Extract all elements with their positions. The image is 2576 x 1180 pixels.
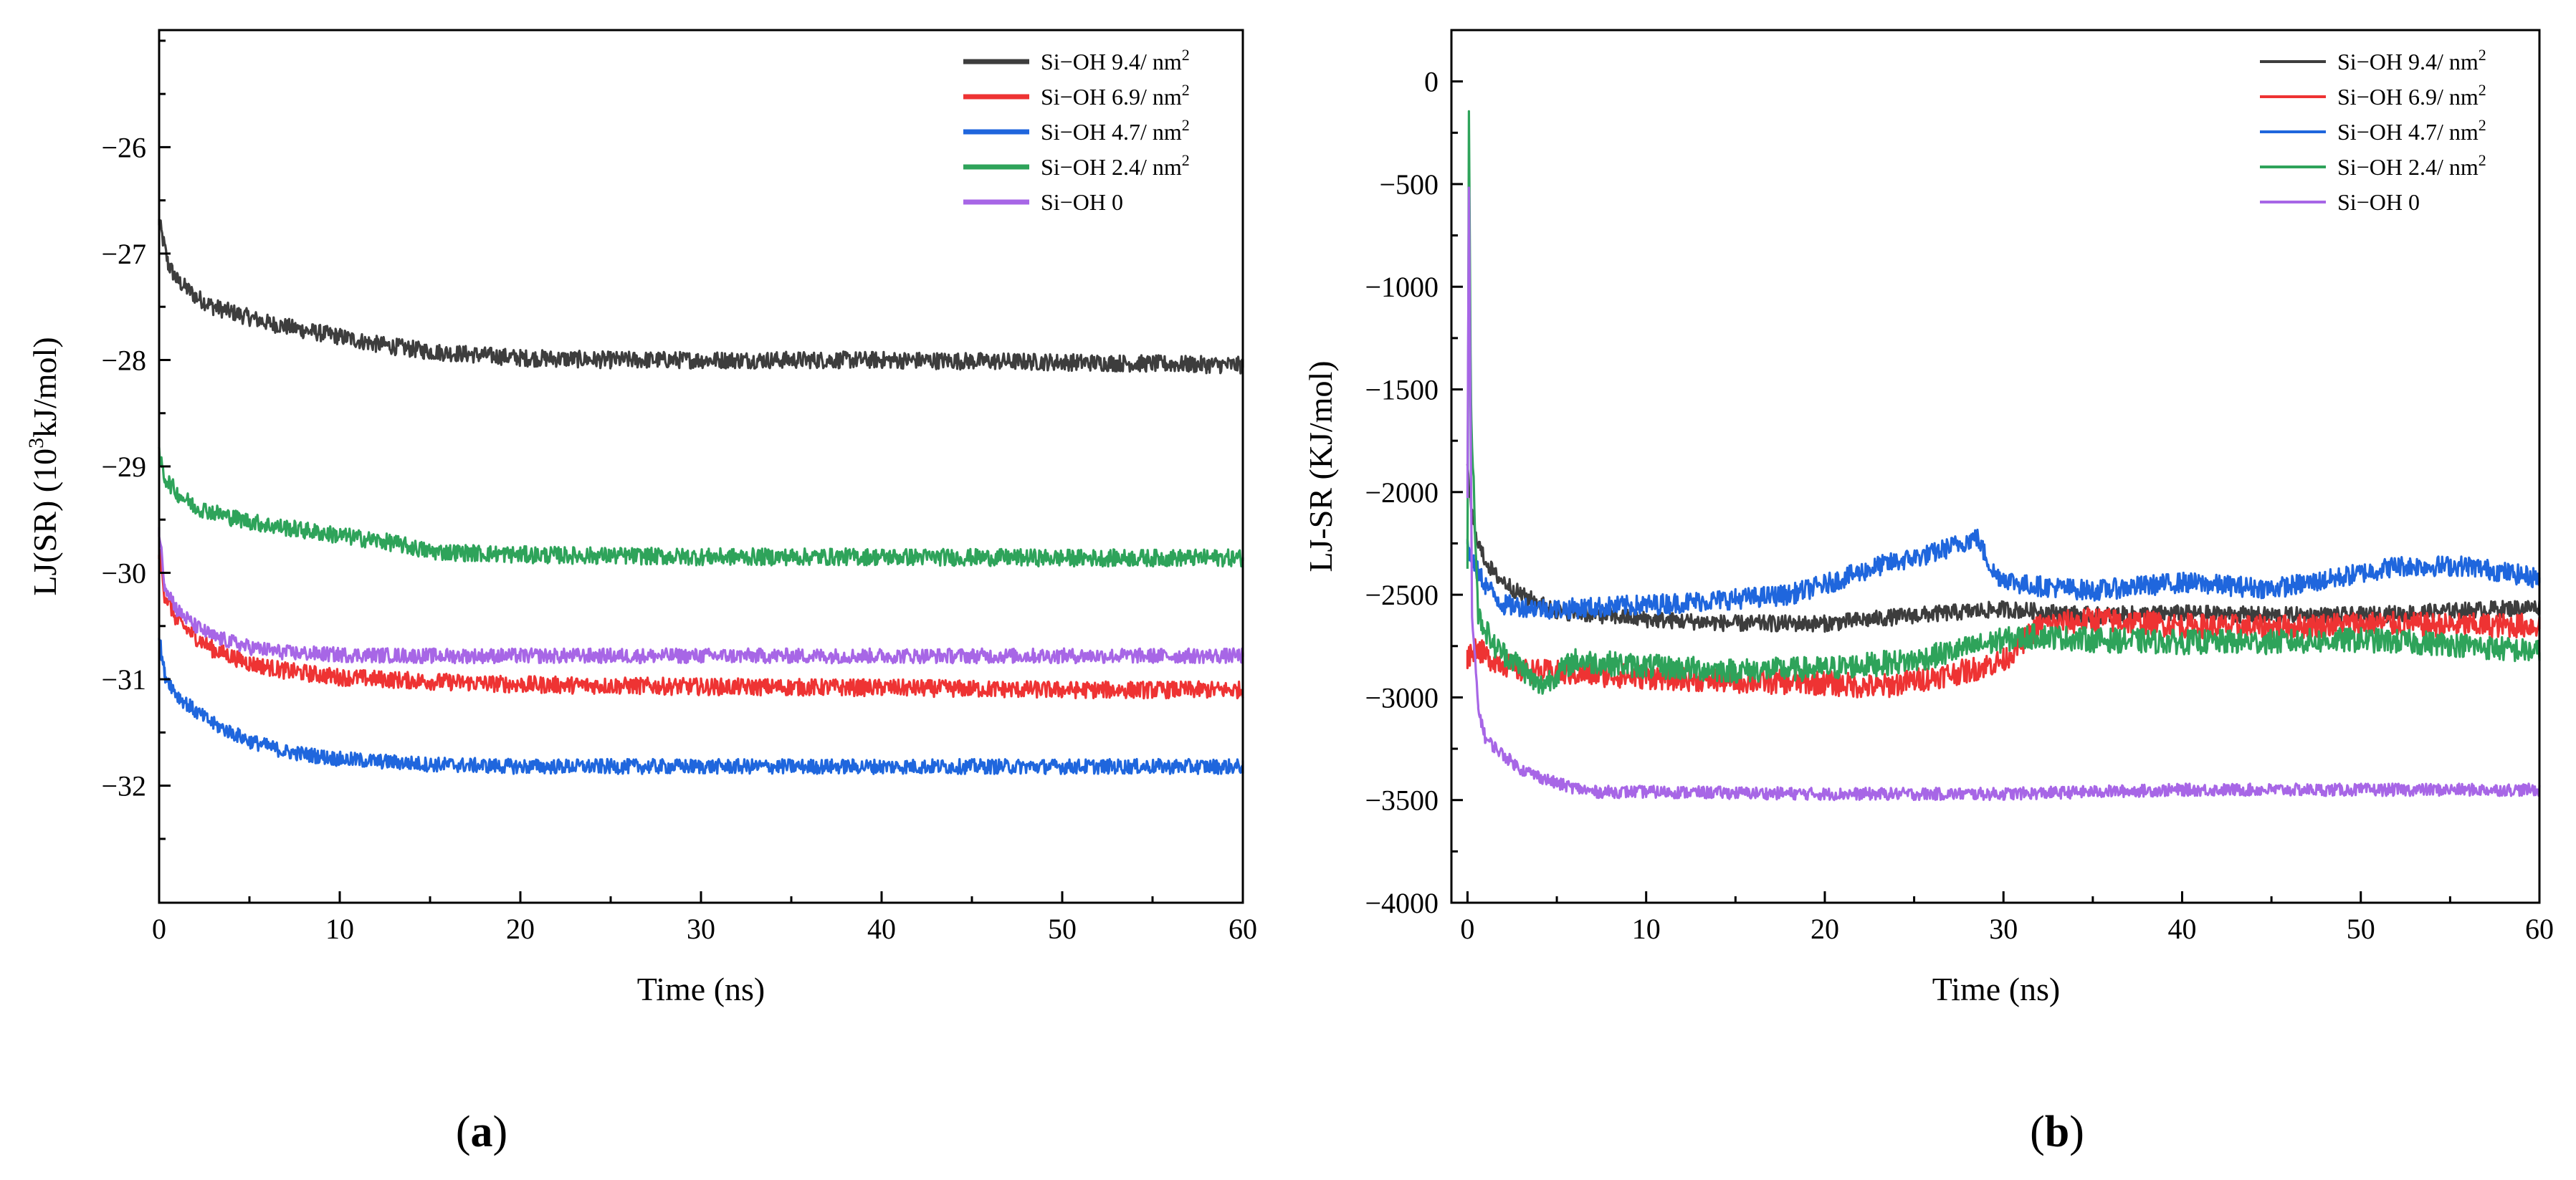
panel-a-y-tick-label: −26 [101,131,146,163]
panel-b-legend: Si−OH 9.4/ nm2 Si−OH 6.9/ nm2 Si−OH 4.7/ n… [2260,46,2486,215]
panel-b-chart: 0 10 20 30 40 50 60 −4000 −3500 −3000 −2500 −2000 −1… [1302,29,2554,1007]
panel-b-legend-label-1: Si−OH 9.4/ nm2 [2337,46,2486,75]
panel-b-y-tick-label: 0 [1424,66,1439,98]
panel-a-x-tick-label: 0 [152,913,166,945]
panel-b-series-line-1 [1466,464,2541,633]
panel-b-y-tick-label: −1000 [1365,271,1439,303]
panel-b-x-tick-label: 50 [2347,913,2375,945]
panel-b-legend-label-3: Si−OH 4.7/ nm2 [2337,116,2486,145]
panel-a-series-line-4 [158,446,1244,568]
panel-b-y-tick-label: −500 [1379,168,1439,201]
panel-a-x-axis-label: Time (ns) [637,971,765,1007]
panel-b-y-tick-label: −2000 [1365,476,1439,509]
panel-b-legend-label-2: Si−OH 6.9/ nm2 [2337,81,2486,110]
panel-a-legend-label-5: Si−OH 0 [1041,189,1123,215]
panel-a-series-line-2 [158,549,1244,700]
panel-b-x-tick-label: 40 [2167,913,2196,945]
panel-b-x-tick-label: 30 [1989,913,2018,945]
panel-a-y-tick-label: −32 [101,770,146,802]
panel-b-x-tick-label: 0 [1460,913,1474,945]
panel-b-series-line-4 [1466,110,2541,695]
panel-a-x-tick-label: 20 [506,913,535,945]
panel-a-x-tick-label: 60 [1229,913,1257,945]
panel-a-legend: Si−OH 9.4/ nm2 Si−OH 6.9/ nm2 Si−OH 4.7/ n… [963,46,1190,215]
panel-a-legend-label-4: Si−OH 2.4/ nm2 [1041,151,1190,180]
panel-a-y-tick-label: −31 [101,663,146,696]
panel-a-legend-label-2: Si−OH 6.9/ nm2 [1041,81,1190,110]
panel-a-series-line-1 [158,219,1244,375]
panel-a-x-tick-label: 50 [1048,913,1077,945]
panel-a-caption: (a) [456,1108,507,1156]
panel-a-legend-label-3: Si−OH 4.7/ nm2 [1041,116,1190,145]
panel-a-y-tick-label: −29 [101,451,146,483]
panel-a-x-tick-label: 40 [867,913,896,945]
panel-b-series-line-5 [1466,186,2541,802]
panel-b-y-tick-label: −1500 [1365,374,1439,406]
panel-a-series-layer [158,219,1244,775]
panel-b-y-tick-label: −3000 [1365,681,1439,714]
panel-b-x-axis-label: Time (ns) [1932,971,2061,1007]
panel-a-x-tick-label: 30 [687,913,715,945]
panel-b-x-tick-label: 20 [1811,913,1839,945]
panel-b-series-line-3 [1466,528,2541,620]
panel-a-y-axis-label: LJ(SR) (103kJ/mol) [24,337,63,595]
panel-b-legend-label-4: Si−OH 2.4/ nm2 [2337,151,2486,180]
panel-b-x-tick-label: 10 [1632,913,1661,945]
panel-a-y-tick-label: −30 [101,557,146,590]
panel-b-caption: (b) [2030,1108,2084,1156]
panel-a-chart: 0 10 20 30 40 50 60 −32 −31 −30 −29 −28 −27 −26 Time … [24,29,1257,1007]
panel-b-legend-label-5: Si−OH 0 [2337,189,2420,215]
panel-b-y-tick-label: −3500 [1365,785,1439,817]
panel-b-plot-frame [1450,29,2541,904]
panel-b-y-tick-label: −2500 [1365,579,1439,611]
panel-a-y-tick-label: −27 [101,238,146,270]
panel-a-legend-label-1: Si−OH 9.4/ nm2 [1041,46,1190,75]
panel-a-y-tick-label: −28 [101,344,146,376]
panel-a-series-line-5 [158,527,1244,665]
panel-b-series-layer [1466,110,2541,802]
panel-a-axes: 0 10 20 30 40 50 60 −32 −31 −30 −29 −28 −27 −26 [101,39,1257,945]
panel-b-x-tick-label: 60 [2525,913,2554,945]
panel-b-axes: 0 10 20 30 40 50 60 −4000 −3500 −3000 −2500 −2000 −1… [1365,29,2554,945]
panel-a-series-line-3 [158,638,1244,775]
panel-a-x-tick-label: 10 [325,913,354,945]
panel-b-y-tick-label: −4000 [1365,887,1439,919]
panel-b-y-axis-label: LJ-SR (KJ/mol) [1302,360,1339,572]
